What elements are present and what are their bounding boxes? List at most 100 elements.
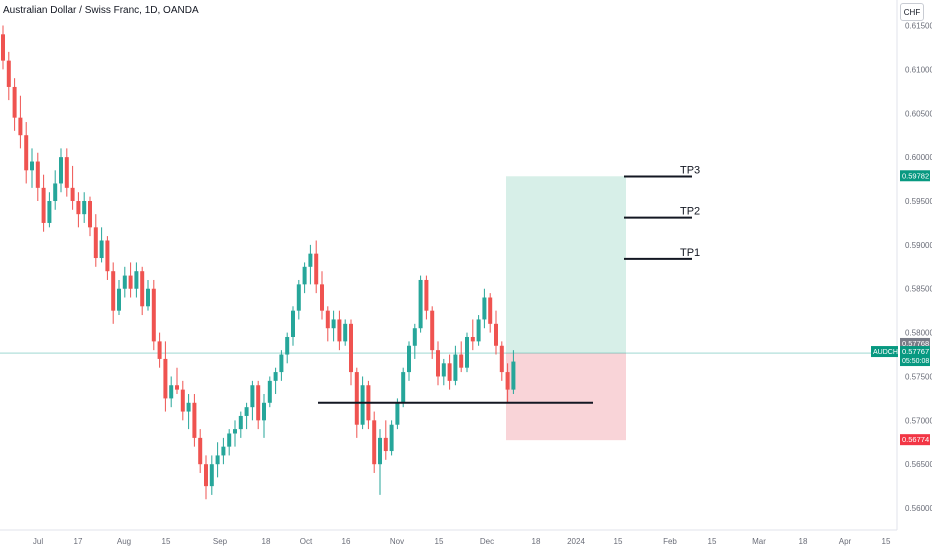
candle — [233, 420, 237, 447]
candle-body — [302, 266, 307, 285]
candle — [499, 341, 504, 381]
y-tick-label: 0.59500 — [905, 197, 932, 206]
price-tag-symbol-bg — [871, 346, 898, 358]
candle-body — [128, 275, 133, 289]
candle — [470, 319, 475, 351]
candle — [291, 306, 295, 346]
candle-body — [424, 279, 429, 311]
candle-body — [262, 402, 266, 421]
candle-body — [221, 446, 226, 456]
candle — [401, 367, 406, 408]
candle-body — [459, 354, 464, 368]
candle — [267, 376, 272, 408]
candle — [308, 244, 313, 285]
candle-body — [296, 284, 301, 311]
candle — [465, 332, 469, 373]
candle-body — [482, 297, 487, 320]
candle-body — [430, 310, 435, 351]
price-tag: 0.59782 — [900, 170, 930, 182]
candle — [53, 170, 58, 210]
candle — [314, 240, 319, 294]
candle — [279, 350, 284, 381]
candle — [18, 95, 23, 149]
candle-body — [204, 464, 208, 487]
candle — [383, 420, 388, 460]
candle-body — [105, 240, 110, 272]
candle-body — [82, 201, 87, 215]
candle — [511, 350, 516, 395]
candle — [70, 165, 75, 210]
candle — [1, 25, 5, 70]
candle — [76, 192, 81, 228]
candle — [146, 279, 150, 311]
candle-body — [273, 372, 278, 381]
price-tag-value: 0.57768 — [902, 339, 929, 348]
price-tag: 0.56774 — [900, 434, 930, 446]
candle-body — [267, 380, 272, 403]
candle-body — [117, 288, 121, 311]
price-tag-bg — [900, 170, 930, 182]
candle — [122, 266, 127, 298]
candle — [349, 319, 353, 386]
candle — [221, 437, 226, 465]
candle — [273, 367, 278, 395]
y-tick-label: 0.56000 — [905, 504, 932, 513]
level-label: TP1 — [680, 247, 700, 259]
candle — [82, 192, 87, 223]
candle — [418, 275, 423, 333]
candle — [256, 380, 261, 430]
x-tick-label: Jul — [33, 537, 43, 546]
candle — [325, 306, 330, 342]
candle-body — [238, 415, 243, 430]
candle-body — [122, 275, 127, 289]
candle — [151, 279, 156, 351]
x-tick-label: 15 — [162, 537, 171, 546]
candle-body — [412, 328, 417, 346]
candle-body — [308, 253, 313, 267]
candle — [128, 262, 133, 298]
level-label: TP3 — [680, 164, 700, 176]
x-tick-label: 15 — [708, 537, 717, 546]
candle — [238, 411, 243, 438]
candle — [169, 376, 174, 408]
x-tick-label: Apr — [839, 537, 852, 546]
currency-button[interactable]: CHF — [900, 3, 924, 21]
candle-body — [175, 385, 179, 390]
candle-body — [151, 288, 156, 342]
candle-body — [163, 358, 168, 399]
price-tag-symbol: AUDCHF — [873, 349, 902, 356]
candle — [6, 51, 11, 101]
chart-title: Australian Dollar / Swiss Franc, 1D, OAN… — [3, 5, 199, 16]
candle — [192, 394, 197, 447]
candle-body — [93, 227, 98, 259]
x-tick-label: 18 — [262, 537, 271, 546]
candle — [59, 148, 63, 193]
candle-body — [76, 201, 81, 215]
x-tick-label: Dec — [480, 537, 494, 546]
candle — [250, 380, 255, 421]
candle — [35, 152, 40, 202]
candle-body — [325, 310, 330, 329]
x-tick-label: Oct — [300, 537, 313, 546]
price-tag: AUDCHF 0.57767 05:50:08 — [871, 346, 930, 367]
price-tag-value: 0.56774 — [902, 435, 929, 444]
candle — [372, 411, 377, 473]
candle — [47, 192, 52, 228]
candle-body — [441, 363, 446, 377]
candle — [459, 341, 464, 373]
candle — [88, 196, 92, 237]
price-tag-bg — [900, 337, 930, 349]
candle — [407, 341, 411, 381]
candle-body — [395, 402, 400, 425]
x-tick-label: Aug — [117, 537, 131, 546]
x-tick-label: 15 — [435, 537, 444, 546]
candle-body — [198, 437, 203, 465]
candle-body — [180, 389, 185, 412]
candle-body — [24, 135, 29, 171]
candle-body — [465, 336, 469, 368]
candle-body — [6, 60, 11, 87]
candle — [157, 332, 162, 368]
candle-body — [41, 187, 46, 223]
y-tick-label: 0.58500 — [905, 285, 932, 294]
